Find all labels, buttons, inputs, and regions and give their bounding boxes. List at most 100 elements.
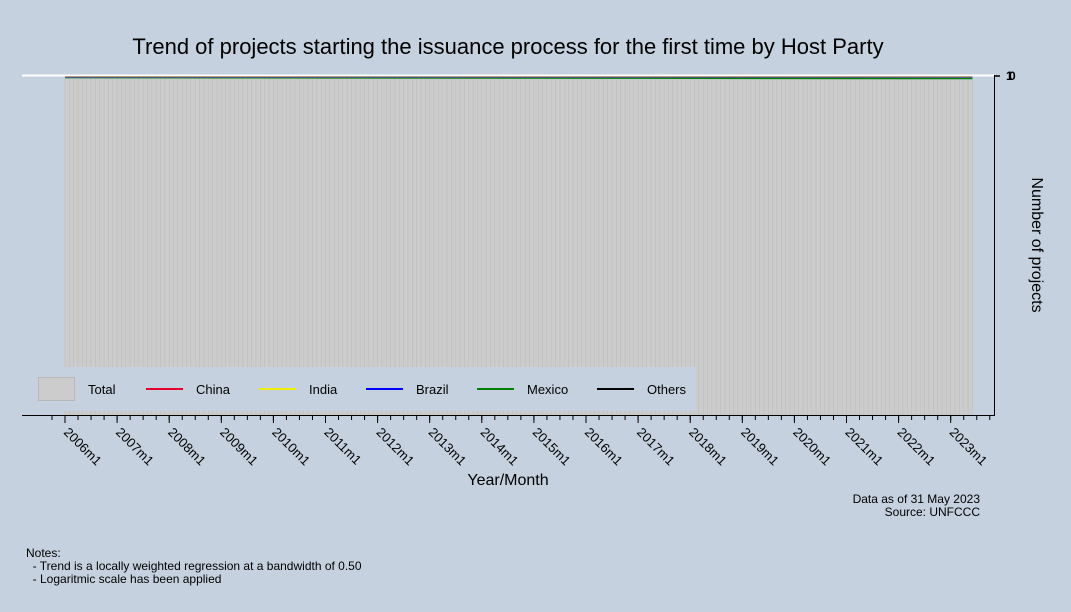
bar-total	[937, 77, 943, 416]
legend-item-india: India	[259, 367, 337, 411]
bar-total	[412, 77, 417, 416]
bar-total	[685, 77, 691, 416]
bar-total	[312, 77, 318, 416]
bar-total	[273, 77, 278, 416]
bar-total	[498, 77, 504, 416]
x-tick-label: 2015m1	[530, 425, 574, 469]
bar-total	[416, 77, 422, 416]
bar-total	[268, 77, 274, 416]
bar-total	[737, 77, 743, 416]
bar-total	[564, 77, 569, 416]
bar-total	[229, 77, 235, 416]
x-tick-label: 2010m1	[269, 425, 313, 469]
bar-total	[711, 77, 717, 416]
bar-total	[733, 77, 739, 416]
bar-total	[333, 77, 339, 416]
bar-total	[112, 77, 118, 416]
bar-total	[490, 77, 496, 416]
bar-total	[251, 77, 257, 416]
bar-total	[681, 77, 687, 416]
legend-label-others: Others	[647, 381, 687, 397]
x-tick-label: 2013m1	[426, 425, 470, 469]
bar-total	[572, 77, 578, 416]
x-tick-label: 2017m1	[634, 425, 678, 469]
bar-total	[138, 77, 144, 416]
bar-total	[329, 77, 335, 416]
bar-total	[286, 77, 292, 416]
bar-total	[116, 77, 122, 416]
bar-total	[915, 77, 921, 416]
bar-total	[911, 77, 917, 416]
bar-total	[542, 77, 548, 416]
bar-total	[290, 77, 296, 416]
bar-total	[924, 77, 930, 416]
bar-total	[798, 77, 804, 416]
bar-total	[234, 77, 239, 416]
x-tick-label: 2006m1	[61, 425, 105, 469]
bar-total	[181, 77, 187, 416]
legend-swatch-brazil	[366, 388, 403, 390]
bar-total	[642, 77, 648, 416]
bar-total	[425, 77, 430, 416]
bar-total	[941, 77, 947, 416]
bar-total	[668, 77, 674, 416]
bar-total	[77, 77, 83, 416]
legend-label-india: India	[309, 381, 338, 397]
bar-total	[173, 77, 179, 416]
bar-total	[698, 77, 704, 416]
legend-item-china: China	[146, 367, 230, 411]
bar-total	[377, 77, 383, 416]
bar-total	[260, 77, 265, 416]
bar-total	[455, 77, 461, 416]
x-tick-label: 2019m1	[738, 425, 782, 469]
bar-total	[954, 77, 960, 416]
bar-total	[177, 77, 183, 416]
bar-total	[168, 77, 174, 416]
bar-total	[507, 77, 513, 416]
bar-total	[464, 77, 470, 416]
bar-total	[277, 77, 283, 416]
bar-total	[90, 77, 96, 416]
bar-total	[442, 77, 448, 416]
bar-total	[794, 77, 799, 416]
bar-total	[134, 77, 140, 416]
bar-total	[629, 77, 635, 416]
bar-total	[195, 77, 200, 416]
legend-label-total: Total	[88, 381, 116, 397]
bar-total	[616, 77, 621, 416]
bar-total	[933, 77, 938, 416]
bar-total	[199, 77, 205, 416]
bar-total	[655, 77, 661, 416]
bars-group	[64, 77, 973, 416]
bar-total	[820, 77, 826, 416]
bar-total	[963, 77, 969, 416]
bar-total	[364, 77, 370, 416]
bar-total	[633, 77, 639, 416]
x-tick-label: 2012m1	[373, 425, 417, 469]
bar-total	[768, 77, 773, 416]
x-tick-label: 2008m1	[165, 425, 209, 469]
bar-total	[386, 77, 391, 416]
bar-total	[611, 77, 617, 416]
bar-total	[225, 77, 231, 416]
bar-total	[190, 77, 196, 416]
bar-total	[511, 77, 517, 416]
bar-total	[551, 77, 556, 416]
bar-total	[950, 77, 956, 416]
bar-total	[164, 77, 170, 416]
legend-swatch-others	[597, 388, 634, 390]
bar-total	[359, 77, 365, 416]
bar-total	[160, 77, 166, 416]
bar-total	[759, 77, 765, 416]
legend-item-mexico: Mexico	[477, 367, 568, 411]
bar-total	[520, 77, 526, 416]
bar-total	[212, 77, 218, 416]
bar-total	[863, 77, 869, 416]
bar-total	[529, 77, 535, 416]
legend-item-others: Others	[597, 367, 686, 411]
bar-total	[307, 77, 313, 416]
bar-total	[537, 77, 543, 416]
bar-total	[776, 77, 782, 416]
bar-total	[746, 77, 752, 416]
bar-total	[577, 77, 582, 416]
